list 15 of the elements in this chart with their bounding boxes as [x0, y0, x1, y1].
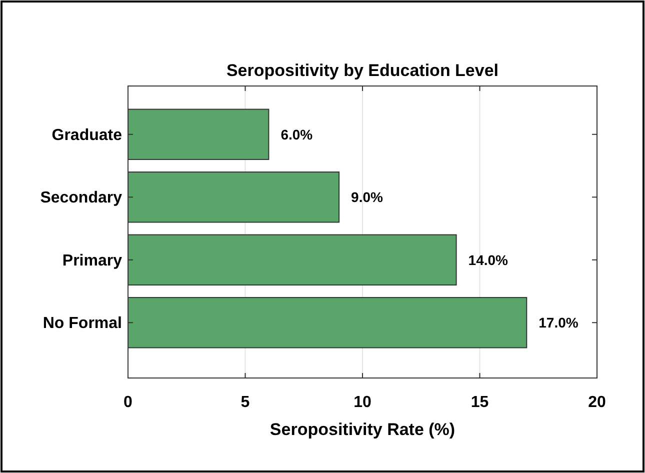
data-label: 6.0%: [280, 126, 314, 142]
x-tick-label: 0: [124, 394, 133, 411]
data-label: 14.0%: [468, 252, 509, 268]
y-tick-label: No Formal: [42, 315, 122, 332]
data-label: 9.0%: [351, 189, 384, 206]
chart-title: Seropositivity by Education Level: [226, 61, 499, 80]
x-tick-label: 5: [240, 394, 250, 411]
x-tick-label: 10: [354, 394, 372, 411]
y-tick-label: Graduate: [52, 126, 122, 144]
data-label: 17.0%: [538, 314, 579, 331]
x-tick-label: 15: [470, 394, 489, 411]
x-tick-label: 20: [588, 394, 606, 411]
y-tick-label: Secondary: [40, 190, 122, 207]
y-tick-label: Primary: [62, 252, 122, 270]
x-axis-title: Seropositivity Rate (%): [270, 420, 456, 439]
